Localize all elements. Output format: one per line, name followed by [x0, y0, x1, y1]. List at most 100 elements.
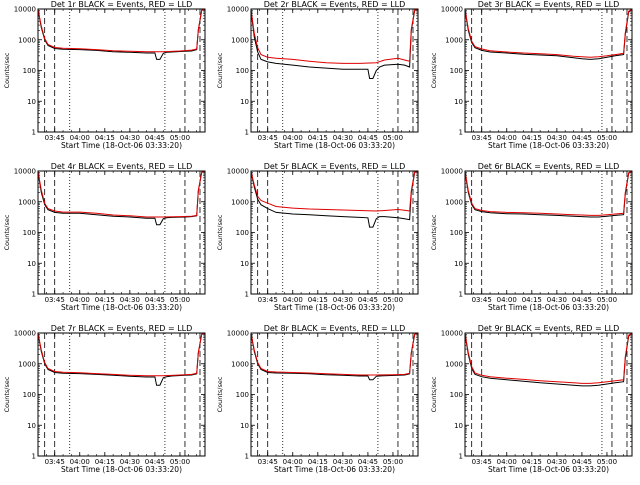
- x-tick-label: 04:45: [358, 134, 378, 142]
- series-line-events: [250, 332, 419, 381]
- series-line-lld: [37, 332, 206, 377]
- x-tick-label: 04:15: [95, 134, 115, 142]
- x-tick-label: 03:45: [472, 134, 492, 142]
- plot-frame: [37, 8, 206, 133]
- plot-frame: [464, 332, 633, 457]
- series-line-lld: [250, 170, 419, 212]
- series-line-lld: [250, 8, 419, 64]
- y-tick-label: 10: [240, 422, 249, 430]
- plot-frame: [37, 170, 206, 295]
- x-tick-label: 04:45: [358, 296, 378, 304]
- x-tick-label: 05:00: [170, 458, 190, 466]
- y-tick-label: 10: [454, 422, 463, 430]
- y-axis-label: Counts/sec: [430, 214, 438, 250]
- y-tick-label: 10000: [14, 330, 36, 338]
- x-tick-label: 05:00: [170, 296, 190, 304]
- y-tick-label: 1000: [18, 198, 36, 206]
- chart-panel: Det 6r BLACK = Events, RED = LLD 1 10 100 10…: [430, 162, 633, 312]
- y-axis-label: Counts/sec: [430, 52, 438, 88]
- series-line-lld: [250, 332, 419, 376]
- chart-title: Det 8r BLACK = Events, RED = LLD: [264, 324, 406, 333]
- chart-panel: Det 4r BLACK = Events, RED = LLD 1 10 100 10…: [3, 162, 206, 312]
- series-line-lld: [37, 8, 206, 53]
- y-tick-label: 1: [32, 129, 36, 137]
- series-line-events: [464, 170, 633, 218]
- x-tick-label: 04:30: [333, 458, 353, 466]
- y-tick-label: 100: [23, 67, 36, 75]
- chart-panel: Det 5r BLACK = Events, RED = LLD 1 10 100 10…: [216, 162, 419, 312]
- y-tick-label: 10000: [441, 330, 463, 338]
- chart-panel: Det 8r BLACK = Events, RED = LLD 1 10 100 10…: [216, 324, 419, 474]
- y-tick-label: 1: [459, 129, 463, 137]
- x-tick-label: 04:00: [497, 296, 517, 304]
- y-tick-label: 10000: [441, 168, 463, 176]
- x-tick-label: 04:00: [283, 458, 303, 466]
- y-tick-label: 1: [245, 129, 249, 137]
- y-axis-label: Counts/sec: [3, 376, 11, 412]
- chart-title: Det 7r BLACK = Events, RED = LLD: [51, 324, 193, 333]
- x-tick-label: 04:45: [572, 134, 592, 142]
- series-line-lld: [464, 8, 633, 58]
- y-axis-label: Counts/sec: [216, 376, 224, 412]
- x-tick-label: 05:00: [383, 458, 403, 466]
- chart-title: Det 3r BLACK = Events, RED = LLD: [478, 0, 620, 9]
- y-tick-label: 1: [32, 291, 36, 299]
- y-tick-label: 10: [27, 98, 36, 106]
- x-tick-label: 05:00: [383, 296, 403, 304]
- chart-panel: Det 9r BLACK = Events, RED = LLD 1 10 100 10…: [430, 324, 633, 474]
- y-tick-label: 10: [27, 260, 36, 268]
- series-line-events: [250, 170, 419, 228]
- y-tick-label: 10000: [14, 168, 36, 176]
- x-tick-label: 04:45: [145, 134, 165, 142]
- x-tick-label: 03:45: [472, 458, 492, 466]
- chart-panel: Det 2r BLACK = Events, RED = LLD 1 10 100 10…: [216, 0, 419, 150]
- series-line-events: [250, 9, 419, 79]
- y-tick-label: 10: [240, 98, 249, 106]
- x-tick-label: 05:00: [597, 134, 617, 142]
- series-line-events: [37, 8, 206, 60]
- x-tick-label: 05:00: [383, 134, 403, 142]
- y-tick-label: 10000: [227, 330, 249, 338]
- plot-frame: [250, 8, 419, 133]
- x-tick-label: 04:15: [308, 134, 328, 142]
- y-tick-label: 10: [240, 260, 249, 268]
- x-tick-label: 04:15: [522, 296, 542, 304]
- x-tick-label: 04:30: [120, 296, 140, 304]
- x-tick-label: 04:30: [120, 134, 140, 142]
- plot-frame: [250, 170, 419, 295]
- x-tick-label: 05:00: [597, 458, 617, 466]
- chart-title: Det 6r BLACK = Events, RED = LLD: [478, 162, 620, 171]
- y-tick-label: 1000: [231, 360, 249, 368]
- chart-title: Det 9r BLACK = Events, RED = LLD: [478, 324, 620, 333]
- x-tick-label: 04:00: [70, 458, 90, 466]
- x-tick-label: 04:30: [333, 296, 353, 304]
- y-tick-label: 100: [23, 229, 36, 237]
- x-axis-label: Start Time (18-Oct-06 03:33:20): [61, 465, 182, 474]
- x-tick-label: 04:15: [308, 296, 328, 304]
- y-tick-label: 10: [454, 98, 463, 106]
- x-tick-label: 03:45: [45, 296, 65, 304]
- chart-title: Det 1r BLACK = Events, RED = LLD: [51, 0, 193, 9]
- plot-frame: [464, 8, 633, 133]
- y-tick-label: 100: [23, 391, 36, 399]
- y-tick-label: 1000: [18, 360, 36, 368]
- x-tick-label: 04:30: [120, 458, 140, 466]
- y-tick-label: 1000: [231, 198, 249, 206]
- x-tick-label: 04:00: [283, 134, 303, 142]
- series-line-lld: [37, 170, 206, 218]
- x-tick-label: 03:45: [472, 296, 492, 304]
- plot-frame: [250, 332, 419, 457]
- y-tick-label: 10000: [441, 6, 463, 14]
- y-tick-label: 1000: [445, 198, 463, 206]
- y-tick-label: 100: [450, 391, 463, 399]
- x-tick-label: 04:15: [308, 458, 328, 466]
- x-tick-label: 04:00: [283, 296, 303, 304]
- x-axis-label: Start Time (18-Oct-06 03:33:20): [488, 465, 609, 474]
- y-tick-label: 1000: [231, 36, 249, 44]
- y-tick-label: 1: [245, 453, 249, 461]
- chart-panel: Det 3r BLACK = Events, RED = LLD 1 10 100 10…: [430, 0, 633, 150]
- x-axis-label: Start Time (18-Oct-06 03:33:20): [274, 303, 395, 312]
- x-tick-label: 03:45: [258, 296, 278, 304]
- y-tick-label: 10000: [14, 6, 36, 14]
